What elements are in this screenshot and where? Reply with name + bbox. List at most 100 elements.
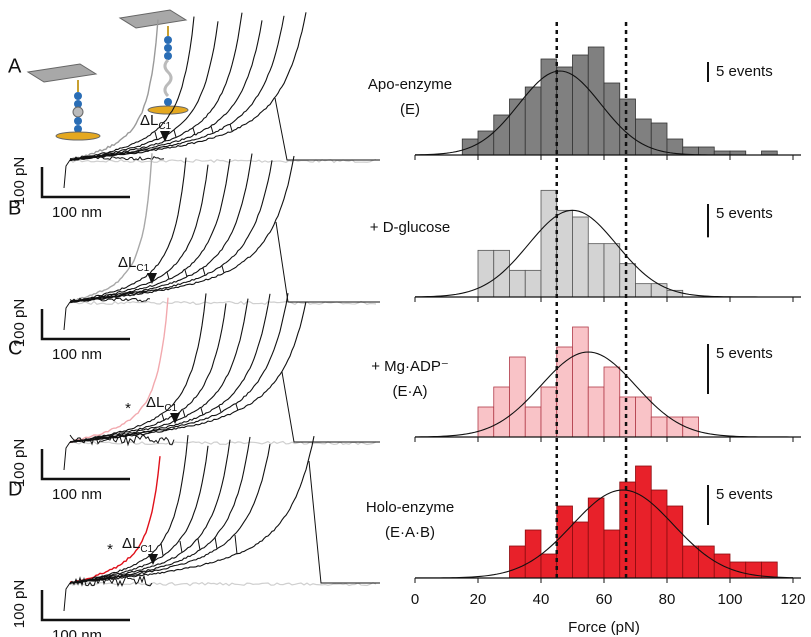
trace-curve bbox=[69, 15, 285, 161]
trace-curve bbox=[69, 293, 207, 443]
histogram-bar bbox=[587, 497, 605, 579]
histogram-bar bbox=[509, 269, 526, 298]
x-tick-label: 80 bbox=[659, 591, 676, 608]
trace-rupture bbox=[221, 265, 225, 274]
histogram-bar bbox=[556, 505, 573, 579]
histogram-bar bbox=[666, 416, 684, 438]
histogram-bar bbox=[635, 118, 652, 156]
trace-start bbox=[63, 582, 71, 612]
delta-text: ΔL bbox=[146, 394, 164, 411]
condition-label: + D-glucose bbox=[370, 219, 450, 236]
trace-noise bbox=[69, 155, 165, 161]
x-tick-label: 0 bbox=[411, 591, 419, 608]
panel-letter: A bbox=[8, 55, 22, 77]
histogram-bar bbox=[619, 481, 636, 579]
event-scale-label: 5 events bbox=[716, 205, 773, 222]
trace-curve bbox=[69, 435, 189, 584]
histogram-bar bbox=[572, 521, 589, 579]
delta-label: ΔLC1 bbox=[146, 394, 178, 414]
trace-rupture bbox=[192, 127, 196, 135]
rupture-arrow bbox=[147, 273, 157, 284]
trace-noise bbox=[69, 574, 153, 588]
trace-curve bbox=[69, 16, 195, 161]
force-scale-label: 100 pN bbox=[11, 439, 28, 487]
histogram-bar bbox=[587, 243, 605, 298]
gaussian-fit bbox=[414, 351, 794, 438]
histogram-bar bbox=[635, 283, 652, 298]
trace-rupture bbox=[154, 131, 158, 140]
rupture-arrow bbox=[170, 413, 180, 424]
trace-rupture bbox=[184, 269, 188, 278]
condition-label: (E) bbox=[400, 101, 420, 118]
trace-rupture bbox=[308, 460, 380, 584]
trace-first-curve bbox=[69, 456, 161, 584]
condition-label: + Mg·ADP⁻ bbox=[371, 358, 449, 375]
histogram-bar bbox=[603, 366, 621, 438]
histogram-bar bbox=[650, 283, 668, 298]
delta-text: ΔL bbox=[122, 535, 140, 552]
event-star: * bbox=[107, 541, 113, 558]
trace-start bbox=[63, 159, 71, 189]
trace-rupture bbox=[197, 538, 201, 551]
histogram-bar bbox=[572, 216, 589, 298]
histogram-bar bbox=[493, 114, 510, 156]
histogram-bar bbox=[540, 189, 558, 298]
scale-bars bbox=[40, 309, 130, 341]
histogram-bar bbox=[493, 386, 510, 438]
trace-curve bbox=[69, 298, 249, 443]
x-axis-label: Force (pN) bbox=[568, 619, 640, 636]
histogram-bar bbox=[556, 66, 573, 156]
histogram-bar bbox=[619, 263, 636, 298]
trace-curve bbox=[69, 436, 315, 584]
histogram-bar bbox=[682, 545, 699, 579]
histogram-bar bbox=[650, 416, 668, 438]
trace-rupture bbox=[218, 405, 222, 413]
histogram-bar bbox=[603, 529, 621, 579]
trace-rupture bbox=[173, 129, 177, 138]
trace-curve bbox=[69, 153, 253, 304]
force-scale-label: 100 pN bbox=[11, 157, 28, 205]
delta-label: ΔLC1 bbox=[118, 254, 150, 274]
x-tick-label: 20 bbox=[470, 591, 487, 608]
delta-text: ΔL bbox=[118, 254, 136, 271]
trace-rupture bbox=[214, 536, 218, 550]
distance-scale-label: 100 nm bbox=[52, 204, 102, 221]
trace-rupture bbox=[202, 267, 206, 276]
histogram-bar bbox=[587, 46, 605, 156]
afm-schematic bbox=[26, 9, 189, 141]
trace-rupture bbox=[182, 409, 186, 417]
trace-first-curve bbox=[69, 297, 169, 444]
histogram-bar bbox=[650, 489, 668, 579]
histogram-bar bbox=[572, 326, 589, 438]
histogram-bar bbox=[572, 54, 589, 156]
event-scale-label: 5 events bbox=[716, 63, 773, 80]
trace-start bbox=[63, 441, 71, 471]
x-tick-label: 120 bbox=[780, 591, 805, 608]
x-tick-label: 60 bbox=[596, 591, 613, 608]
scale-bars bbox=[40, 167, 130, 199]
panel-letter: B bbox=[8, 197, 21, 219]
trace-curve bbox=[69, 157, 187, 303]
histogram-bar bbox=[556, 346, 573, 438]
trace-rupture bbox=[161, 413, 165, 421]
delta-subscript: C1 bbox=[164, 403, 177, 414]
histogram-bar bbox=[524, 406, 542, 438]
histogram-bar bbox=[540, 58, 558, 156]
trace-first-curve bbox=[69, 153, 153, 303]
histogram-bar bbox=[509, 356, 526, 438]
histogram-bar bbox=[761, 561, 778, 579]
rupture-arrow bbox=[160, 131, 170, 142]
trace-rupture bbox=[234, 534, 238, 555]
histogram-bar bbox=[524, 529, 542, 579]
force-scale-label: 100 pN bbox=[11, 299, 28, 347]
delta-subscript: C1 bbox=[136, 263, 149, 274]
rupture-arrow bbox=[148, 554, 158, 565]
scale-bars bbox=[40, 590, 130, 622]
trace-curve bbox=[69, 436, 251, 584]
panel-letter: C bbox=[8, 337, 22, 359]
trace-rupture bbox=[210, 125, 214, 134]
panel-letter: D bbox=[8, 478, 22, 500]
delta-label: ΔLC1 bbox=[140, 112, 172, 132]
histogram-bar bbox=[587, 386, 605, 438]
